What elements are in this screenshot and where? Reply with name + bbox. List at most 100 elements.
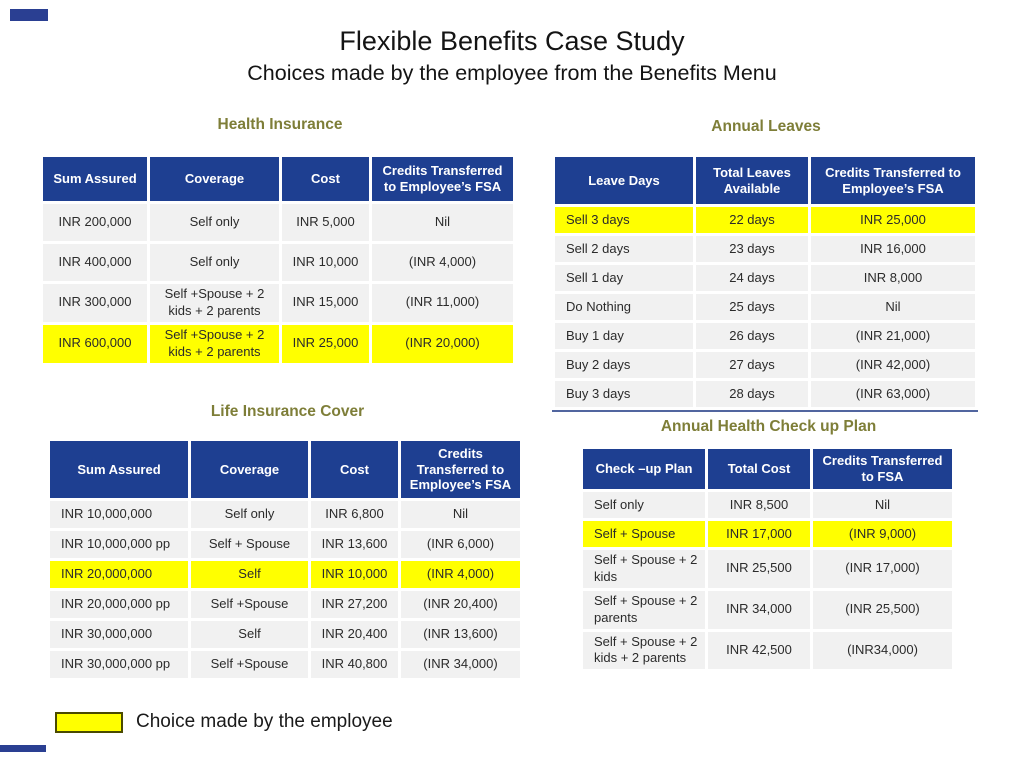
table-cell: (INR 6,000) xyxy=(401,531,520,558)
health-insurance-section-title: Health Insurance xyxy=(217,116,343,133)
table-cell: Self + Spouse + 2 kids + 2 parents xyxy=(583,631,705,670)
table-cell: INR 400,000 xyxy=(43,244,147,281)
table-cell: 24 days xyxy=(696,265,808,291)
column-header: Cost xyxy=(311,441,398,498)
health-insurance-table: Sum Assured Coverage Cost Credits Transferr… xyxy=(40,154,516,366)
table-cell: INR 27,200 xyxy=(311,591,398,618)
table-cell: INR 300,000 xyxy=(43,284,147,322)
table-cell: INR 20,000,000 xyxy=(50,561,188,588)
column-header: Sum Assured xyxy=(43,157,147,201)
table-cell: (INR 34,000) xyxy=(401,651,520,678)
table-cell: (INR 25,500) xyxy=(813,590,952,629)
annual-leaves-section: Annual Leaves Leave Days Total Leaves Ava… xyxy=(552,118,980,412)
header-row: Sum Assured Coverage Cost Credits Transferr… xyxy=(50,441,520,498)
table-cell: INR 30,000,000 pp xyxy=(50,651,188,678)
table-row: INR 400,000 Self only INR 10,000 (INR 4,000… xyxy=(43,244,513,281)
table-row: Do Nothing 25 days Nil xyxy=(555,294,975,320)
table-cell: Self only xyxy=(191,501,308,528)
header-row: Leave Days Total Leaves Available Credits … xyxy=(555,157,975,204)
table-cell: (INR 20,400) xyxy=(401,591,520,618)
table-cell: Self + Spouse + 2 parents xyxy=(583,590,705,629)
column-header: Credits Transferred to Employee’s FSA xyxy=(401,441,520,498)
table-row-employee-choice: Sell 3 days 22 days INR 25,000 xyxy=(555,207,975,233)
table-cell: INR 25,000 xyxy=(811,207,975,233)
table-row: Self only INR 8,500 Nil xyxy=(583,492,952,518)
health-checkup-section-title: Annual Health Check up Plan xyxy=(660,418,877,435)
legend-label: Choice made by the employee xyxy=(136,711,393,732)
table-cell: INR 200,000 xyxy=(43,204,147,241)
header-row: Check –up Plan Total Cost Credits Transfer… xyxy=(583,449,952,489)
table-cell: Self +Spouse xyxy=(191,651,308,678)
table-cell: Self only xyxy=(583,492,705,518)
table-cell: INR 6,800 xyxy=(311,501,398,528)
table-cell: INR 16,000 xyxy=(811,236,975,262)
table-cell: INR 42,500 xyxy=(708,631,810,670)
table-row-employee-choice: Self + Spouse INR 17,000 (INR 9,000) xyxy=(583,521,952,547)
table-cell: Self +Spouse xyxy=(191,591,308,618)
table-row: INR 10,000,000 pp Self + Spouse INR 13,600… xyxy=(50,531,520,558)
table-cell: INR 5,000 xyxy=(282,204,369,241)
table-cell: INR 34,000 xyxy=(708,590,810,629)
header-row: Sum Assured Coverage Cost Credits Transferr… xyxy=(43,157,513,201)
table-cell: Sell 1 day xyxy=(555,265,693,291)
table-cell: INR 25,500 xyxy=(708,550,810,588)
table-cell: INR 10,000 xyxy=(282,244,369,281)
table-cell: INR 8,000 xyxy=(811,265,975,291)
table-cell: Self only xyxy=(150,244,279,281)
table-cell: Nil xyxy=(401,501,520,528)
slide-title: Flexible Benefits Case Study xyxy=(339,26,685,56)
annual-leaves-table: Leave Days Total Leaves Available Credits … xyxy=(552,154,978,412)
table-row: INR 200,000 Self only INR 5,000 Nil xyxy=(43,204,513,241)
slide-corner-decoration-top xyxy=(10,9,48,21)
slide-corner-decoration-bottom xyxy=(0,745,46,752)
table-cell: Do Nothing xyxy=(555,294,693,320)
table-cell: Nil xyxy=(811,294,975,320)
table-cell: Self xyxy=(191,621,308,648)
table-cell: (INR 20,000) xyxy=(372,324,513,363)
table-row: Self + Spouse + 2 kids + 2 parents INR 42… xyxy=(583,631,952,670)
table-row: Self + Spouse + 2 parents INR 34,000 (INR … xyxy=(583,590,952,629)
table-cell: 27 days xyxy=(696,352,808,378)
table-cell: Self + Spouse + 2 kids xyxy=(583,550,705,588)
table-cell: INR 20,400 xyxy=(311,621,398,648)
table-cell: Self xyxy=(191,561,308,588)
table-cell: Self + Spouse xyxy=(583,521,705,547)
highlight-color-swatch xyxy=(55,711,123,733)
table-row: INR 30,000,000 Self INR 20,400 (INR 13,600) xyxy=(50,621,520,648)
table-cell: INR 10,000,000 pp xyxy=(50,531,188,558)
table-row: INR 300,000 Self +Spouse + 2 kids + 2 par… xyxy=(43,284,513,322)
table-cell: 22 days xyxy=(696,207,808,233)
annual-leaves-section-title: Annual Leaves xyxy=(711,118,821,135)
table-cell: 28 days xyxy=(696,381,808,407)
life-insurance-section: Life Insurance Cover Sum Assured Coverage… xyxy=(47,403,528,681)
column-header: Total Cost xyxy=(708,449,810,489)
column-header: Total Leaves Available xyxy=(696,157,808,204)
table-cell: Buy 3 days xyxy=(555,381,693,407)
table-cell: Nil xyxy=(813,492,952,518)
table-cell: (INR 11,000) xyxy=(372,284,513,322)
table-cell: INR 10,000,000 xyxy=(50,501,188,528)
column-header: Leave Days xyxy=(555,157,693,204)
table-row-employee-choice: INR 20,000,000 Self INR 10,000 (INR 4,000) xyxy=(50,561,520,588)
slide-subtitle: Choices made by the employee from the Be… xyxy=(247,61,777,85)
table-row: INR 30,000,000 pp Self +Spouse INR 40,800(… xyxy=(50,651,520,678)
health-checkup-table: Check –up Plan Total Cost Credits Transfer… xyxy=(580,446,955,672)
life-insurance-section-title: Life Insurance Cover xyxy=(210,403,365,420)
table-cell: INR 10,000 xyxy=(311,561,398,588)
table-cell: (INR34,000) xyxy=(813,631,952,670)
table-cell: (INR 42,000) xyxy=(811,352,975,378)
table-row: Buy 1 day 26 days (INR 21,000) xyxy=(555,323,975,349)
life-insurance-table: Sum Assured Coverage Cost Credits Transferr… xyxy=(47,438,523,681)
table-cell: INR 15,000 xyxy=(282,284,369,322)
table-cell: INR 30,000,000 xyxy=(50,621,188,648)
column-header: Coverage xyxy=(150,157,279,201)
table-cell: Self + Spouse xyxy=(191,531,308,558)
table-cell: (INR 4,000) xyxy=(401,561,520,588)
legend: Choice made by the employee xyxy=(55,711,393,733)
table-cell: INR 20,000,000 pp xyxy=(50,591,188,618)
column-header: Cost xyxy=(282,157,369,201)
column-header: Coverage xyxy=(191,441,308,498)
table-cell: Sell 2 days xyxy=(555,236,693,262)
table-cell: INR 17,000 xyxy=(708,521,810,547)
